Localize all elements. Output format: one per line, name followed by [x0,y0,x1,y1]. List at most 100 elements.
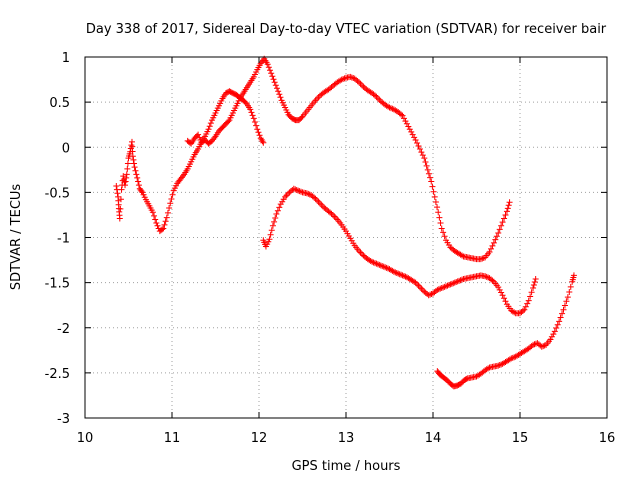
data-point [401,115,407,122]
data-point [151,212,158,219]
data-point [440,284,447,291]
data-point [121,179,128,186]
data-point [316,200,323,207]
data-point [277,94,284,101]
data-point [434,204,441,211]
y-tick-label: -1.5 [45,277,70,292]
data-point [496,362,503,369]
data-point [540,343,547,350]
data-point [331,213,338,220]
data-point [438,285,445,292]
tick-labels: 10 11 12 13 14 15 16 1 0.5 0 -0.5 -1 -1.5 -2 -2.5 -3 [45,51,616,446]
data-point [427,291,434,298]
data-point [249,112,256,119]
data-point [131,164,138,171]
data-point [402,118,409,125]
data-point [496,226,503,233]
data-point [276,91,283,98]
data-point [567,283,574,290]
data-point [256,132,263,139]
data-point [390,268,397,275]
data-point [522,303,529,310]
data-point [357,80,364,87]
data-point [559,310,566,317]
data-point [406,126,413,133]
data-point [560,306,567,313]
data-point [169,191,176,198]
data-point [459,276,465,283]
data-point [118,186,125,193]
data-point [401,273,407,280]
data-point [498,289,505,296]
data-point [556,318,563,325]
data-point [292,186,299,193]
y-tick-label: 0 [62,141,70,156]
data-point [530,285,537,292]
data-point [275,88,282,95]
data-point [532,340,539,347]
data-point [425,292,432,299]
data-point [437,220,444,227]
data-point [435,209,442,216]
data-point [409,131,416,138]
data-point [570,272,577,279]
series-satellite-track-4 [434,272,577,390]
data-point [129,153,136,160]
data-point [254,126,261,133]
data-point [482,273,489,280]
data-point [415,143,422,150]
data-point [502,298,509,305]
data-point [508,355,515,362]
data-point [154,222,161,229]
data-point [206,123,213,130]
data-point [532,276,539,283]
data-point [305,190,312,197]
data-point [550,331,557,338]
data-point [372,92,378,99]
data-point [272,214,279,221]
data-point [386,104,393,111]
data-point [132,167,139,174]
data-point [495,229,502,236]
data-point [328,210,335,217]
y-tick-label: -0.5 [45,186,70,201]
data-point [423,162,430,169]
data-point [167,200,174,207]
data-point [428,178,435,185]
data-point [463,375,470,382]
data-point [376,261,383,268]
y-tick-label: 0.5 [49,96,70,111]
data-point [269,73,276,80]
data-point [531,279,538,286]
data-point [499,219,506,226]
data-point [122,178,129,185]
data-point [164,209,171,216]
data-point [380,263,387,270]
data-point [358,251,365,258]
data-point [242,99,249,106]
data-point [416,284,423,291]
data-point [207,120,214,127]
data-point [123,171,130,178]
data-point [267,231,274,238]
data-point [502,211,509,218]
data-point [269,222,276,229]
data-point [392,269,399,276]
data-point [395,270,402,277]
data-point [551,328,558,335]
data-point [505,202,512,209]
data-point [557,314,564,321]
y-tick-label: -3 [57,412,70,427]
data-point [379,263,386,270]
data-point [341,75,348,82]
data-point [248,109,255,116]
data-point [387,105,394,112]
data-point [447,281,454,288]
data-point [135,178,142,185]
data-point [260,139,267,146]
data-point [347,73,354,80]
data-point [457,277,464,284]
data-point [435,286,442,293]
data-point [265,64,272,71]
data-point [506,199,513,206]
